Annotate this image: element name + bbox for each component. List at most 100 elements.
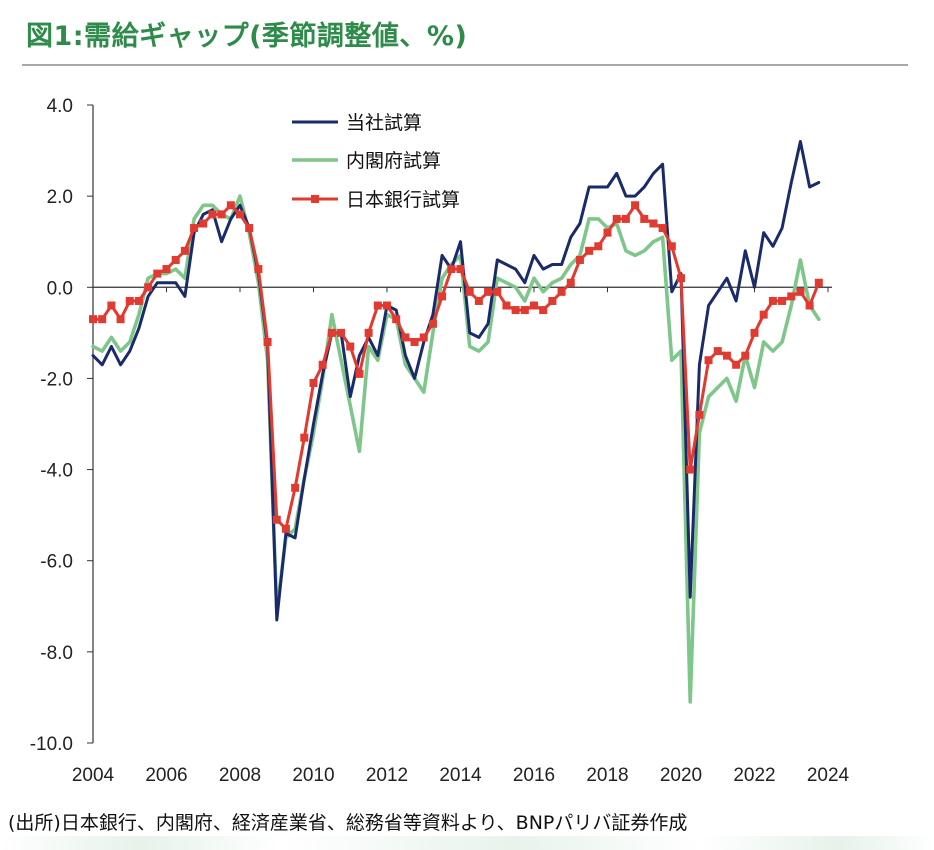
series-3-point bbox=[796, 287, 805, 296]
series-3-point bbox=[337, 328, 346, 337]
x-tick-label: 2012 bbox=[366, 765, 408, 786]
series-3-point bbox=[631, 201, 640, 210]
series-3-point bbox=[116, 315, 125, 324]
series-3-point bbox=[107, 301, 116, 310]
series-3-point bbox=[392, 315, 401, 324]
series-3-point bbox=[190, 224, 199, 233]
series-3-point bbox=[245, 224, 254, 233]
legend-label-3: 日本銀行試算 bbox=[346, 189, 460, 211]
series-3-point bbox=[759, 310, 768, 319]
series-3-point bbox=[309, 378, 318, 387]
series-3-point bbox=[401, 333, 410, 342]
legend-label-1: 当社試算 bbox=[346, 112, 422, 134]
y-tick-label: -6.0 bbox=[40, 552, 73, 573]
series-3-point bbox=[585, 246, 594, 255]
series-3-point bbox=[814, 278, 823, 287]
series-3-point bbox=[502, 301, 511, 310]
series-3-point bbox=[603, 228, 612, 237]
series-3-point bbox=[447, 265, 456, 274]
x-tick-label: 2004 bbox=[72, 765, 115, 786]
series-3-point bbox=[704, 356, 713, 365]
series-line-2 bbox=[91, 194, 821, 704]
line-chart: 4.0 2.0 0.0 -2.0 -4.0 -6.0 -8.0 -10.0 2004 2006 20… bbox=[30, 96, 850, 786]
series-3-point bbox=[686, 465, 695, 474]
series-3-point bbox=[695, 410, 704, 419]
series-3-point bbox=[539, 306, 548, 315]
x-tick-label: 2024 bbox=[807, 765, 850, 786]
series-3-point bbox=[520, 306, 529, 315]
y-tick-label: -8.0 bbox=[40, 643, 73, 664]
y-tick-label: -4.0 bbox=[40, 461, 73, 482]
x-tick-label: 2006 bbox=[145, 765, 187, 786]
series-3-point bbox=[594, 242, 603, 251]
series-3-point bbox=[778, 296, 787, 305]
series-3-point bbox=[263, 337, 272, 346]
x-tick-label: 2016 bbox=[513, 765, 555, 786]
series-3-point bbox=[732, 360, 741, 369]
chart-title: 図1:需給ギャップ(季節調整値、%) bbox=[26, 21, 468, 52]
series-3-point bbox=[272, 515, 281, 524]
x-tick-label: 2014 bbox=[439, 765, 482, 786]
x-tick-label: 2018 bbox=[586, 765, 628, 786]
series-3-point bbox=[199, 219, 208, 228]
series-3-point bbox=[621, 214, 630, 223]
series-3-point bbox=[557, 287, 566, 296]
series-3-point bbox=[254, 265, 263, 274]
series-3-point bbox=[484, 287, 493, 296]
series-3-point bbox=[428, 319, 437, 328]
series-3-point bbox=[300, 433, 309, 442]
y-tick-label: 2.0 bbox=[47, 187, 73, 208]
series-3-point bbox=[741, 351, 750, 360]
series-3-point bbox=[373, 301, 382, 310]
series-3-point bbox=[713, 347, 722, 356]
y-tick-label: 4.0 bbox=[47, 96, 73, 117]
footer-decoration bbox=[0, 836, 934, 850]
source-note: (出所)日本銀行、内閣府、経済産業省、総務省等資料より、BNPパリバ証券作成 bbox=[8, 812, 688, 834]
series-3-point bbox=[327, 328, 336, 337]
series-3-point bbox=[768, 296, 777, 305]
x-tick-label: 2008 bbox=[219, 765, 261, 786]
series-3-point bbox=[162, 265, 171, 274]
x-tick-label: 2022 bbox=[733, 765, 775, 786]
series-3-point bbox=[575, 255, 584, 264]
series-3-point bbox=[530, 301, 538, 310]
series-line-1 bbox=[91, 140, 821, 622]
chart-axes: 4.0 2.0 0.0 -2.0 -4.0 -6.0 -8.0 -10.0 2004 2006 20… bbox=[30, 96, 850, 786]
series-3-point bbox=[355, 369, 364, 378]
series-3-point bbox=[291, 483, 300, 492]
series-3-point bbox=[171, 255, 180, 264]
series-3-point bbox=[722, 351, 731, 360]
series-3-point bbox=[318, 360, 327, 369]
series-3-point bbox=[125, 296, 134, 305]
y-tick-label: -10.0 bbox=[30, 734, 73, 755]
legend-marker-3 bbox=[311, 195, 319, 203]
series-3-point bbox=[511, 306, 520, 315]
series-3-point bbox=[677, 274, 685, 283]
legend-label-2: 内閣府試算 bbox=[346, 150, 441, 172]
series-3-point bbox=[548, 296, 557, 305]
series-3-point bbox=[217, 210, 226, 219]
series-3-point bbox=[566, 278, 575, 287]
series-3-point bbox=[474, 296, 483, 305]
series-3-point bbox=[153, 269, 162, 278]
series-3-point bbox=[658, 224, 667, 233]
series-3-point bbox=[410, 337, 419, 346]
series-3-point bbox=[667, 242, 676, 251]
y-tick-label: -2.0 bbox=[40, 369, 73, 390]
series-3-point bbox=[226, 201, 235, 210]
series-3-point bbox=[98, 315, 107, 324]
series-3-point bbox=[346, 342, 355, 351]
series-3-point bbox=[493, 287, 502, 296]
x-tick-label: 2010 bbox=[292, 765, 334, 786]
series-3-point bbox=[89, 315, 97, 324]
series-3-point bbox=[438, 292, 447, 301]
series-3-point bbox=[787, 292, 796, 301]
series-3-point bbox=[383, 301, 391, 310]
series-3-point bbox=[236, 210, 244, 219]
series-3-point bbox=[465, 287, 474, 296]
series-3-point bbox=[805, 301, 814, 310]
series-3-point bbox=[281, 524, 290, 533]
series-3-point bbox=[134, 296, 143, 305]
x-tick-label: 2020 bbox=[660, 765, 702, 786]
